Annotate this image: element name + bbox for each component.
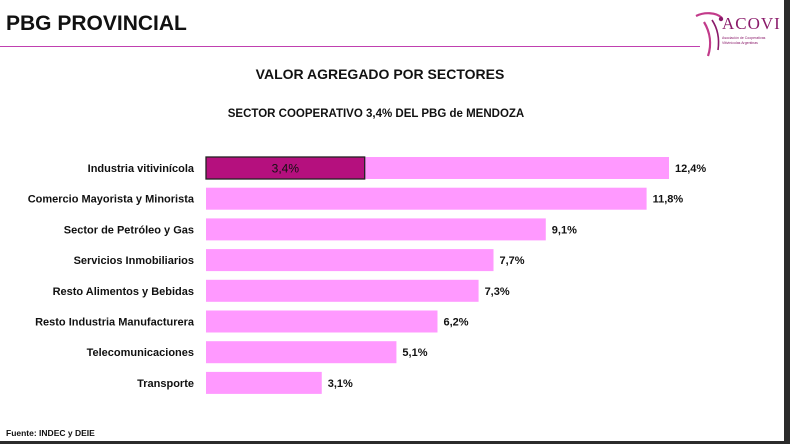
category-label-0: Industria vitivinícola [88, 163, 195, 175]
category-label-3: Servicios Inmobiliarios [74, 255, 194, 267]
page-title: PBG PROVINCIAL [6, 12, 187, 35]
bar-5 [206, 310, 438, 333]
logo-name: ACOVI [722, 14, 781, 33]
value-label-7: 3,1% [328, 378, 353, 390]
frame-right-edge [784, 0, 790, 444]
category-label-6: Telecomunicaciones [87, 347, 194, 359]
highlight-bar [205, 156, 366, 180]
category-label-4: Resto Alimentos y Bebidas [53, 286, 194, 298]
highlight-label: 3,4% [272, 162, 300, 176]
bar-6 [206, 341, 397, 364]
bar-1 [206, 187, 647, 210]
source-note: Fuente: INDEC y DEIE [6, 428, 95, 438]
value-label-0: 12,4% [675, 163, 706, 175]
bar-3 [206, 249, 494, 272]
bar-4 [206, 279, 479, 302]
category-label-1: Comercio Mayorista y Minorista [28, 194, 195, 206]
value-label-6: 5,1% [402, 347, 427, 359]
header-divider [0, 46, 700, 47]
bar-7 [206, 371, 322, 394]
value-label-3: 7,7% [500, 255, 525, 267]
value-label-1: 11,8% [653, 194, 684, 206]
category-label-7: Transporte [137, 378, 194, 390]
value-label-2: 9,1% [552, 224, 577, 236]
bar-chart: Industria vitivinícola 12,4% 3,4% Comercio … [28, 156, 706, 394]
chart-title: VALOR AGREGADO POR SECTORES [255, 66, 505, 82]
frame-bottom-edge [0, 441, 790, 444]
value-label-4: 7,3% [485, 286, 510, 298]
logo-subtitle-1: Asociación de Cooperativas [722, 36, 766, 40]
acovi-logo-icon [695, 12, 724, 57]
chart-subtitle: SECTOR COOPERATIVO 3,4% DEL PBG de MENDO… [227, 108, 525, 120]
category-label-5: Resto Industria Manufacturera [35, 317, 195, 329]
logo-subtitle-2: Vitivinícolas Argentinas [722, 41, 758, 45]
bar-2 [206, 218, 546, 241]
category-label-2: Sector de Petróleo y Gas [64, 224, 194, 236]
value-label-5: 6,2% [444, 317, 469, 329]
